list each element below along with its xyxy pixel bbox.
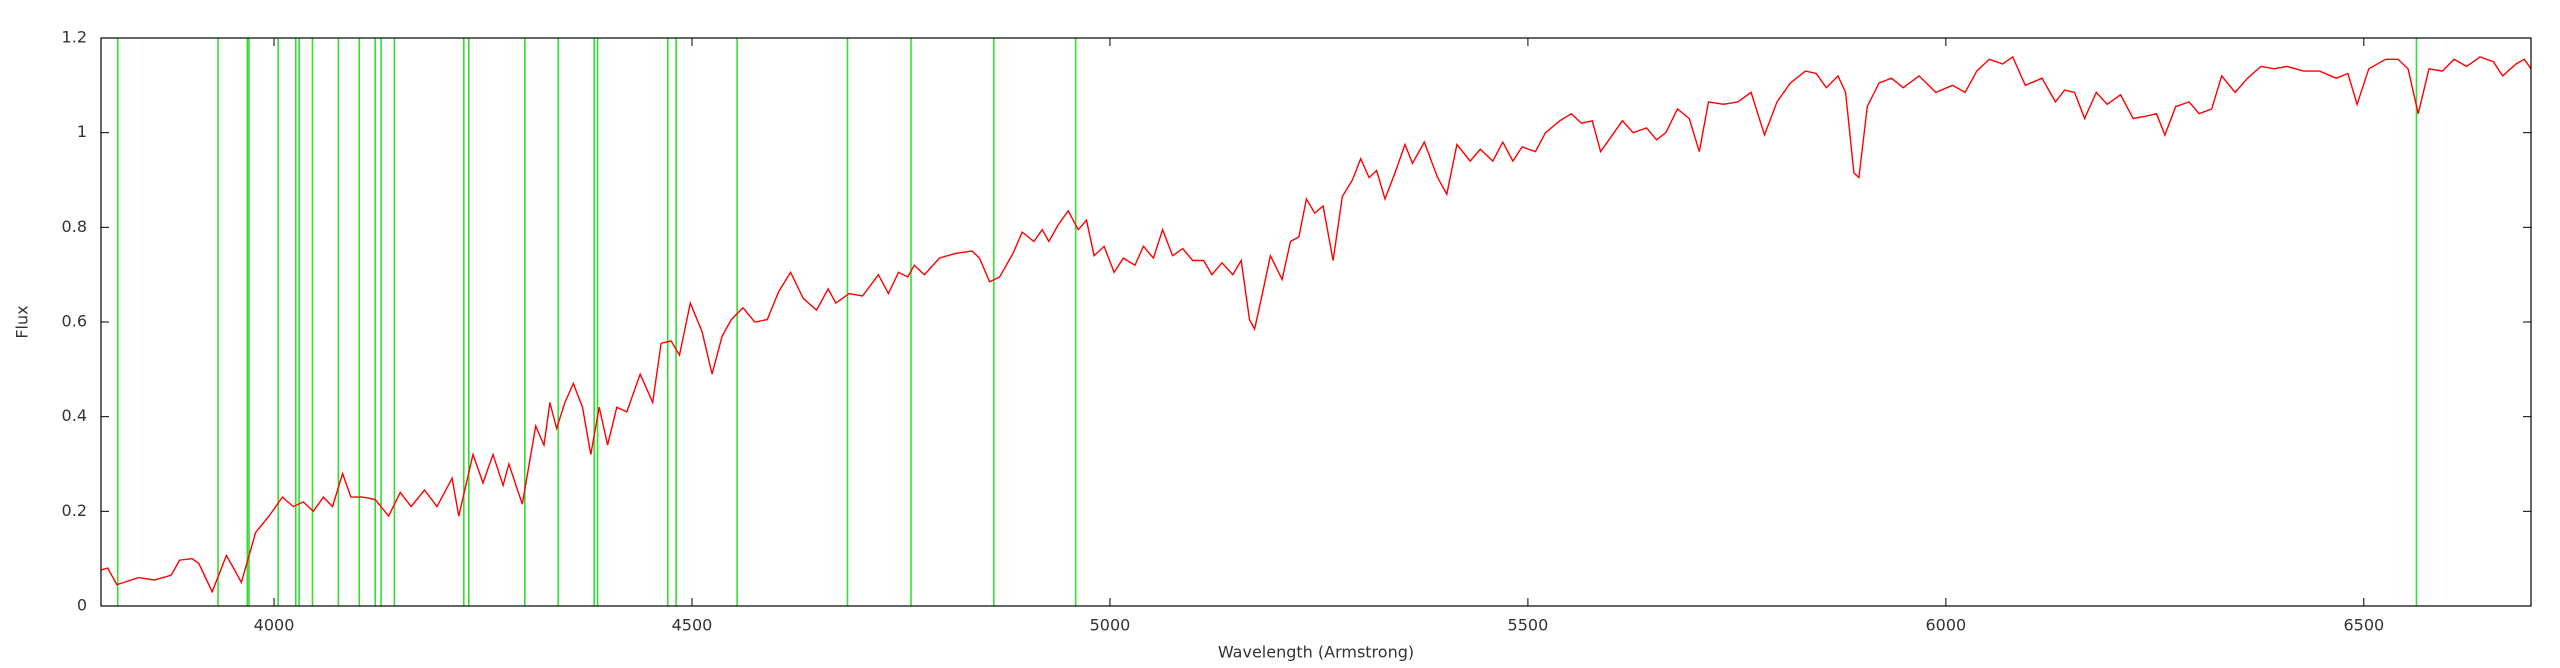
x-tick-label: 4500 bbox=[672, 616, 713, 635]
x-axis-label: Wavelength (Armstrong) bbox=[1218, 643, 1414, 662]
plot-frame bbox=[100, 37, 2532, 607]
x-tick-label: 4000 bbox=[254, 616, 295, 635]
y-axis-label: Flux bbox=[13, 305, 32, 338]
x-tick-label: 5000 bbox=[1090, 616, 1131, 635]
y-tick-label: 0 bbox=[77, 596, 87, 615]
spectrum-line bbox=[100, 55, 2532, 594]
x-tick-label: 6500 bbox=[2343, 616, 2384, 635]
y-tick-label: 0.2 bbox=[62, 501, 87, 520]
x-tick-label: 5500 bbox=[1508, 616, 1549, 635]
x-tick-label: 6000 bbox=[1926, 616, 1967, 635]
y-tick-label: 0.8 bbox=[62, 217, 87, 236]
y-tick-label: 0.4 bbox=[62, 406, 87, 425]
y-tick-label: 1.2 bbox=[62, 28, 87, 47]
y-tick-label: 0.6 bbox=[62, 312, 87, 331]
y-tick-label: 1 bbox=[77, 122, 87, 141]
